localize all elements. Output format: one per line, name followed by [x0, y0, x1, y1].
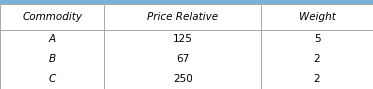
Text: 125: 125: [173, 34, 193, 44]
Text: B: B: [48, 54, 56, 64]
Text: A: A: [48, 34, 56, 44]
Bar: [0, 0, 373, 4]
Text: 5: 5: [314, 34, 320, 44]
Text: Price Relative: Price Relative: [147, 12, 218, 22]
Text: Weight: Weight: [299, 12, 335, 22]
Text: 2: 2: [314, 54, 320, 64]
Text: 250: 250: [173, 74, 192, 84]
Text: C: C: [48, 74, 56, 84]
Text: Commodity: Commodity: [22, 12, 82, 22]
Text: 2: 2: [314, 74, 320, 84]
Text: 67: 67: [176, 54, 189, 64]
